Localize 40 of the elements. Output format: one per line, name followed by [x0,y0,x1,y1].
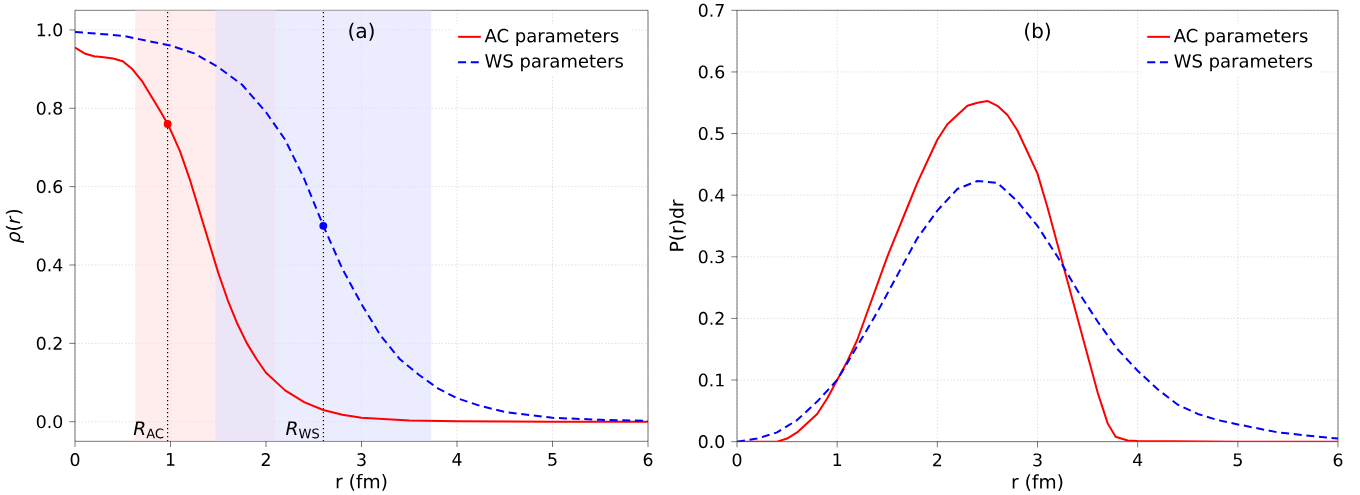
legend-label: AC parameters [1173,28,1308,46]
x-tick-label: 2 [933,453,942,467]
y-tick-label: 0.2 [698,311,724,325]
x-tick-label: 0 [732,453,742,467]
ref-line-label: R$_{WS}$ [286,421,319,439]
x-tick-label: 1 [833,453,842,467]
x-tick-label: 3 [357,453,366,467]
y-tick-label: 0.4 [698,188,725,202]
annotation: (b) [1025,22,1050,41]
y-tick-label: 0.7 [698,3,724,17]
x-axis-title: r (fm) [1012,474,1063,491]
x-tick-label: 5 [1233,453,1242,467]
x-tick-label: 2 [261,453,270,466]
y-tick-label: 0.2 [36,336,62,350]
x-axis-title: r (fm) [336,473,387,491]
x-tick-label: 0 [70,453,80,467]
x-tick-label: 1 [166,453,175,466]
x-tick-label: 4 [1132,453,1143,467]
annotation: (a) [349,22,374,41]
x-tick-label: 4 [452,453,462,466]
y-tick-label: 0.1 [698,373,724,387]
ref-line-label: R$_{AC}$ [133,421,164,439]
y-tick-label: 0.4 [36,258,63,272]
y-tick-label: 1.0 [37,23,63,37]
x-tick-label: 3 [1033,453,1042,467]
y-tick-label: 0.6 [36,180,63,194]
y-axis-title: ρ(r) [5,209,24,244]
y-axis-title: P(r)dr [669,199,686,251]
y-tick-label: 0.0 [36,415,63,429]
y-tick-label: 0.5 [698,127,724,141]
y-tick-label: 0.0 [698,435,725,449]
legend-label: WS parameters [485,54,623,72]
x-tick-label: 6 [1333,453,1343,467]
y-tick-label: 0.6 [698,65,725,79]
legend-label: WS parameters [1174,54,1313,72]
x-tick-label: 5 [548,453,557,466]
x-tick-label: 6 [643,453,653,467]
y-tick-label: 0.3 [698,250,724,264]
y-tick-label: 0.8 [36,101,63,115]
legend-label: AC parameters [484,28,619,46]
